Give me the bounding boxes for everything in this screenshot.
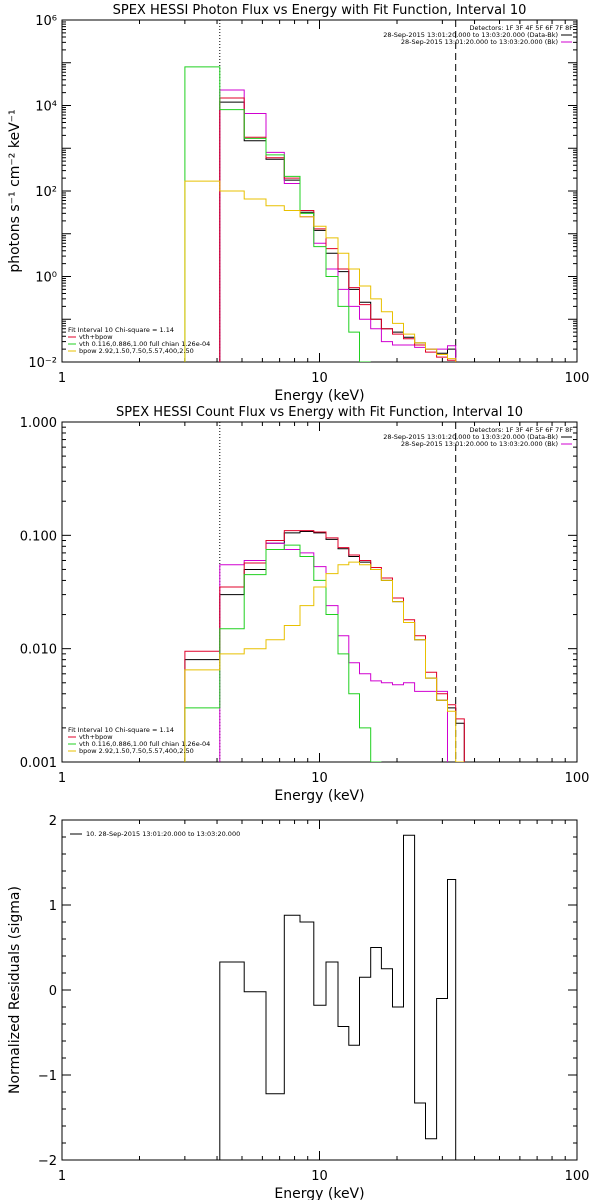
legend-entry: 10. 28-Sep-2015 13:01:20.000 to 13:03:20…: [86, 830, 240, 838]
series-line-bpow: [184, 180, 457, 362]
x-tick-label: 10: [311, 771, 328, 786]
legend-detectors: Detectors: 1F 3F 4F 5F 6F 7F 8F: [470, 24, 574, 32]
x-axis-label: Energy (keV): [274, 788, 364, 804]
y-tick-label: 1: [49, 899, 57, 914]
x-tick-label: 100: [565, 371, 590, 386]
plot-area: [219, 834, 457, 1160]
fit-summary: Fit Interval 10 Chi-square = 1.14: [68, 726, 174, 734]
y-tick-label: 0.010: [20, 643, 57, 658]
y-tick-label: 0.100: [20, 529, 57, 544]
y-tick-label: 10⁻²: [28, 356, 57, 371]
fit-summary: Fit Interval 10 Chi-square = 1.14: [68, 326, 174, 334]
y-tick-label: 10⁰: [35, 271, 57, 286]
legend-entry: 28-Sep-2015 13:01:20.000 to 13:03:20.000…: [401, 440, 558, 448]
y-tick-label: 10²: [35, 185, 57, 200]
x-axis-label: Energy (keV): [274, 1186, 364, 1200]
x-tick-label: 1: [58, 1169, 66, 1184]
fit-component: vth+bpow: [79, 333, 113, 341]
series-line-vth: [184, 544, 382, 762]
x-tick-label: 1: [58, 371, 66, 386]
chart-panel-3: 1 10 100 −2 −1 0 1 2 Energy (keV) Normalized Resi…: [7, 814, 589, 1200]
chart-title: SPEX HESSI Count Flux vs Energy with Fit…: [116, 405, 523, 420]
x-tick-label: 1: [58, 771, 66, 786]
y-tick-label: 1.000: [20, 416, 57, 431]
x-tick-label: 100: [565, 771, 590, 786]
fit-component: vth 0.116,0.886,1.00 full chian 1.26e-04: [79, 340, 210, 348]
series-line-bpow: [184, 561, 465, 762]
legend-entry: 28-Sep-2015 13:01:20.000 to 13:03:20.000…: [401, 38, 558, 46]
legend-entry: 28-Sep-2015 13:01:20.000 to 13:03:20.000…: [383, 433, 558, 441]
x-tick-label: 10: [311, 1169, 328, 1184]
y-tick-label: −2: [38, 1154, 57, 1169]
y-axis-label: Normalized Residuals (sigma): [7, 886, 23, 1094]
x-tick-label: 10: [311, 371, 328, 386]
y-tick-label: 0.001: [20, 756, 57, 771]
x-axis-label: Energy (keV): [274, 388, 364, 404]
fit-component: vth+bpow: [79, 733, 113, 741]
y-tick-label: 2: [49, 814, 57, 829]
plot-area: [184, 530, 465, 762]
chart-panel-2: 1 10 100 0.001 0.010 0.100 1.000 SPEX HESSI Cou…: [20, 405, 590, 804]
series-line-bk: [219, 542, 448, 762]
legend-entry: 28-Sep-2015 13:01:20.000 to 13:03:20.000…: [383, 31, 558, 39]
y-tick-label: 10⁶: [35, 14, 57, 29]
series-line-residuals: [219, 834, 457, 1160]
y-tick-label: 10⁴: [35, 100, 57, 115]
y-axis-label: photons s⁻¹ cm⁻² keV⁻¹: [7, 109, 23, 272]
plot-area: [184, 66, 457, 362]
y-tick-label: −1: [38, 1069, 57, 1084]
fit-component: vth 0.116,0.886,1.00 full chian 1.26e-04: [79, 740, 210, 748]
chart-title: SPEX HESSI Photon Flux vs Energy with Fi…: [113, 3, 527, 18]
y-tick-label: 0: [49, 984, 57, 999]
legend-detectors: Detectors: 1F 3F 4F 5F 6F 7F 8F: [470, 426, 574, 434]
fit-component: bpow 2.92,1.50,7.50,5.57,400,2.50: [79, 747, 194, 755]
fit-component: bpow 2.92,1.50,7.50,5.57,400,2.50: [79, 347, 194, 355]
x-tick-label: 100: [565, 1169, 590, 1184]
chart-panel-1: 1 10 100 10⁻² 10⁰ 10² 10⁴ 10⁶ SPEX HESSI Photon …: [7, 3, 589, 404]
